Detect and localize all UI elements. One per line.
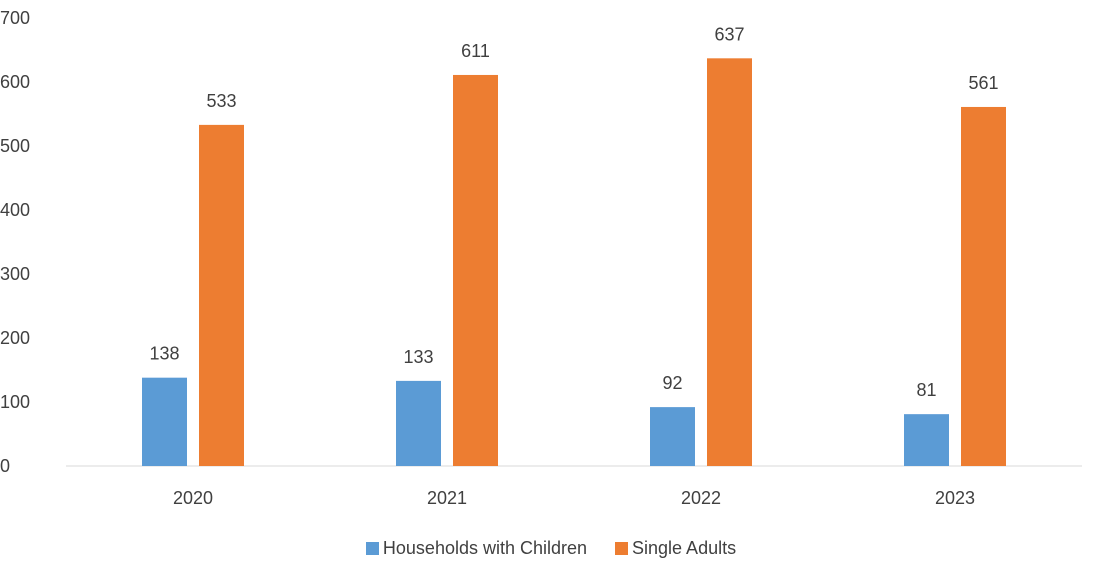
data-label-households-with-children: 92 <box>662 373 682 393</box>
data-label-single-adults: 561 <box>968 73 998 93</box>
bar-households-with-children <box>904 414 949 466</box>
legend-swatch-households-with-children <box>365 542 379 555</box>
y-tick-label: 100 <box>0 392 30 412</box>
bar-single-adults <box>453 74 498 467</box>
bar-single-adults <box>199 124 244 466</box>
bar-households-with-children <box>396 380 441 466</box>
y-tick-label: 300 <box>0 264 30 284</box>
x-tick-label: 2020 <box>173 488 213 508</box>
legend-label-single-adults: Single Adults <box>632 538 737 558</box>
bar-households-with-children <box>142 377 187 466</box>
bar-single-adults <box>707 58 752 466</box>
bar-single-adults <box>961 106 1006 467</box>
bar-households-with-children <box>650 407 695 466</box>
data-label-households-with-children: 81 <box>916 380 936 400</box>
x-tick-label: 2021 <box>427 488 467 508</box>
legend: Households with Children Single Adults <box>0 538 1102 559</box>
chart-svg: 0 100 200 300 400 500 600 700 2020 138 533 2021 133 6… <box>0 8 1082 508</box>
legend-item-single-adults: Single Adults <box>615 538 736 559</box>
data-label-households-with-children: 133 <box>403 347 433 367</box>
legend-item-households-with-children: Households with Children <box>365 538 588 559</box>
y-tick-label: 0 <box>0 456 10 476</box>
data-label-single-adults: 611 <box>461 41 490 61</box>
data-label-single-adults: 637 <box>714 24 744 44</box>
y-tick-label: 500 <box>0 136 30 156</box>
y-tick-label: 600 <box>0 72 30 92</box>
legend-swatch-single-adults <box>615 542 629 555</box>
data-label-single-adults: 533 <box>206 91 236 111</box>
data-label-households-with-children: 138 <box>149 344 179 364</box>
y-tick-label: 700 <box>0 8 30 28</box>
y-tick-label: 200 <box>0 328 30 348</box>
y-tick-label: 400 <box>0 200 30 220</box>
legend-label-households-with-children: Households with Children <box>382 538 588 558</box>
x-tick-label: 2023 <box>935 488 975 508</box>
x-tick-label: 2022 <box>681 488 721 508</box>
